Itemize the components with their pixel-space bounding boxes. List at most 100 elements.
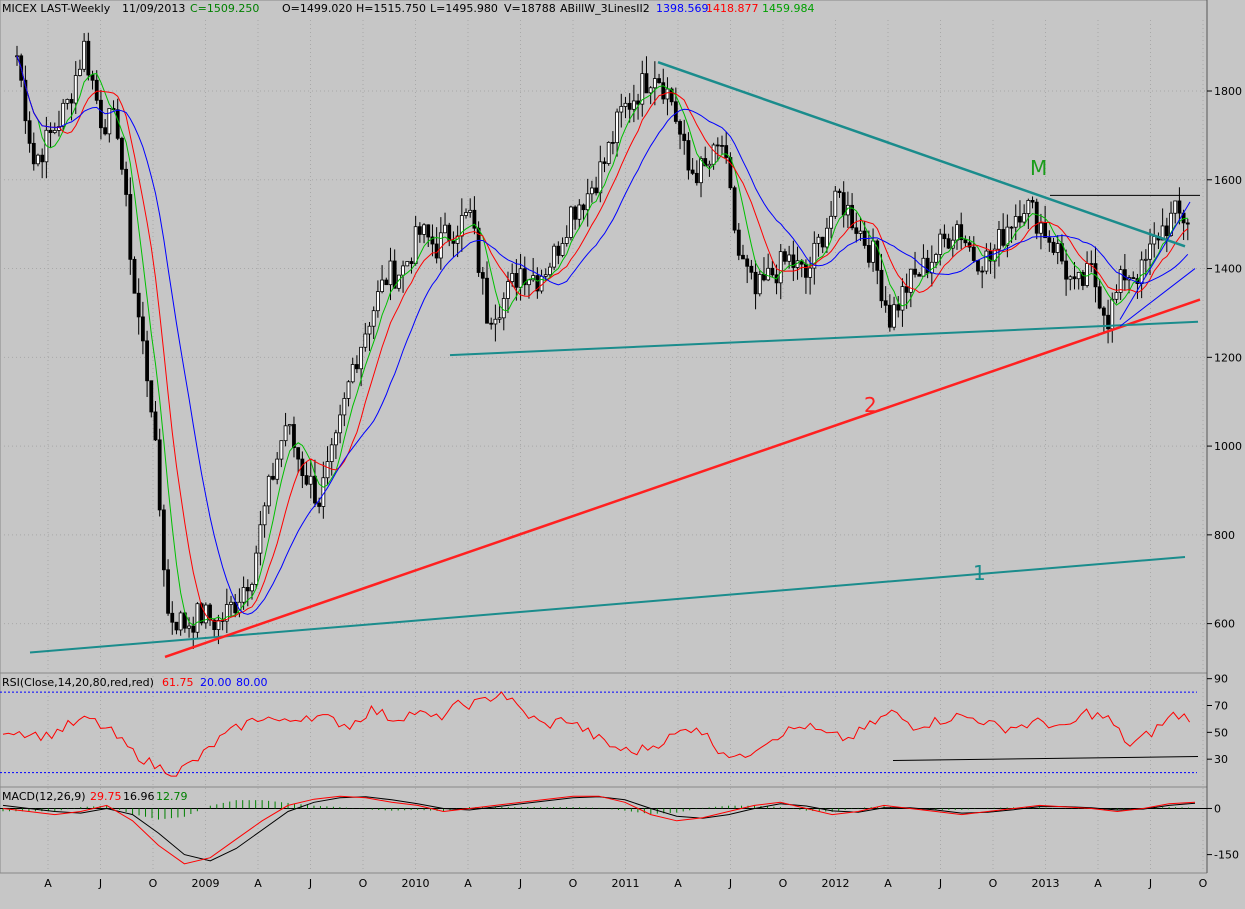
candle-body bbox=[623, 102, 628, 107]
candle-body bbox=[73, 75, 78, 104]
candle-body bbox=[757, 274, 762, 295]
x-tick-label: J bbox=[938, 877, 942, 890]
candle-body bbox=[52, 130, 57, 134]
candle-body bbox=[174, 621, 179, 631]
macd-tick-label: 0 bbox=[1214, 802, 1221, 815]
candle-body bbox=[355, 364, 359, 370]
candle-body bbox=[833, 190, 838, 217]
candle-body bbox=[971, 246, 976, 261]
candle-body bbox=[644, 73, 649, 94]
trendline-2 bbox=[164, 298, 1201, 659]
candle-body bbox=[1131, 277, 1136, 279]
candle-body bbox=[1143, 258, 1148, 261]
rsi-tick-label: 30 bbox=[1214, 753, 1228, 766]
x-tick-label: O bbox=[1199, 877, 1208, 890]
channel-upper bbox=[1119, 201, 1191, 320]
candle-body bbox=[778, 251, 783, 284]
candle-body bbox=[678, 121, 682, 135]
x-tick-label: 2012 bbox=[822, 877, 850, 890]
macd-signal: 16.96 bbox=[123, 790, 155, 803]
candle-body bbox=[36, 154, 40, 165]
candle-body bbox=[1005, 226, 1010, 246]
candle-body bbox=[1110, 298, 1115, 330]
candle-body bbox=[787, 254, 792, 262]
candle-body bbox=[212, 619, 217, 630]
candle-body bbox=[791, 254, 796, 268]
rsi-line bbox=[2, 691, 1191, 777]
candle-body bbox=[913, 268, 917, 275]
support-line bbox=[449, 320, 1199, 357]
candle-body bbox=[493, 318, 498, 325]
rsi-low: 20.00 bbox=[200, 676, 232, 689]
candle-body bbox=[136, 292, 141, 318]
candle-body bbox=[1034, 201, 1039, 234]
x-tick-label: 2013 bbox=[1032, 877, 1060, 890]
candle-body bbox=[1152, 236, 1157, 245]
candle-body bbox=[346, 381, 351, 399]
header-date: 11/09/2013 bbox=[122, 2, 185, 15]
candle-body bbox=[417, 226, 422, 235]
candle-body bbox=[86, 40, 91, 76]
candle-body bbox=[619, 106, 624, 113]
header-ind-blue: 1398.569 bbox=[656, 2, 709, 15]
candle-body bbox=[359, 346, 364, 370]
candle-body bbox=[585, 193, 590, 211]
candle-body bbox=[258, 524, 263, 554]
header-high: H=1515.750 bbox=[356, 2, 426, 15]
candle-body bbox=[636, 100, 640, 105]
candle-body bbox=[485, 277, 489, 324]
macd-hist: 12.79 bbox=[156, 790, 188, 803]
candle-body bbox=[65, 99, 70, 104]
rsi-value: 61.75 bbox=[162, 676, 194, 689]
macd-signal-line bbox=[2, 796, 1196, 862]
y-tick-label: 600 bbox=[1214, 618, 1235, 631]
candle-body bbox=[896, 304, 901, 311]
candle-body bbox=[552, 245, 557, 268]
candle-body bbox=[329, 444, 334, 462]
candle-body bbox=[925, 257, 930, 274]
candle-body bbox=[887, 304, 892, 328]
candle-body bbox=[980, 270, 985, 273]
y-tick-label: 1000 bbox=[1214, 440, 1242, 453]
candle-body bbox=[879, 269, 884, 302]
candle-body bbox=[388, 260, 393, 286]
candle-body bbox=[736, 229, 741, 256]
candle-body bbox=[145, 340, 149, 382]
candle-body bbox=[254, 552, 259, 585]
candle-body bbox=[753, 271, 758, 295]
candle-body bbox=[581, 204, 586, 211]
candle-body bbox=[892, 304, 896, 328]
candle-body bbox=[908, 268, 913, 293]
macd-value: 29.75 bbox=[90, 790, 122, 803]
candle-body bbox=[602, 161, 607, 164]
candle-body bbox=[191, 625, 196, 633]
candle-body bbox=[997, 229, 1001, 250]
candle-body bbox=[107, 108, 112, 135]
rsi-tick-label: 50 bbox=[1214, 726, 1228, 739]
candle-body bbox=[468, 209, 473, 213]
candle-body bbox=[770, 267, 775, 276]
rsi-support-line bbox=[892, 755, 1199, 762]
candle-body bbox=[392, 260, 397, 289]
candle-body bbox=[808, 267, 813, 278]
header-ind-red: 1418.877 bbox=[706, 2, 759, 15]
candle-body bbox=[766, 267, 771, 281]
candle-body bbox=[543, 274, 548, 277]
candle-body bbox=[615, 111, 619, 144]
candle-body bbox=[652, 78, 657, 89]
candle-body bbox=[711, 144, 716, 165]
candle-body bbox=[489, 322, 494, 325]
x-tick-label: O bbox=[569, 877, 578, 890]
candle-body bbox=[1030, 200, 1035, 203]
candle-body bbox=[841, 192, 846, 216]
candle-body bbox=[812, 242, 817, 269]
candle-body bbox=[69, 99, 74, 104]
channel-lower bbox=[1119, 268, 1196, 327]
candle-body bbox=[48, 129, 53, 134]
candle-body bbox=[1164, 225, 1169, 237]
candle-body bbox=[132, 258, 137, 294]
candle-body bbox=[363, 333, 368, 348]
candle-body bbox=[1085, 263, 1089, 286]
candle-body bbox=[959, 224, 964, 241]
header-close: C=1509.250 bbox=[190, 2, 259, 15]
